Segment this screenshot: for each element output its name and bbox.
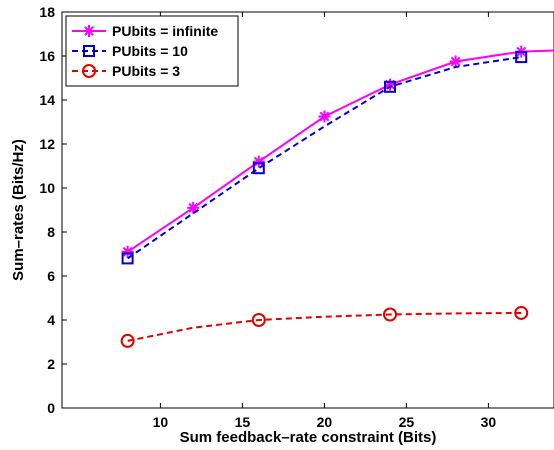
x-axis-title: Sum feedback–rate constraint (Bits) <box>180 429 437 446</box>
series-0-point <box>252 155 265 168</box>
x-tick-label: 10 <box>153 414 169 430</box>
series-2-point <box>120 333 135 348</box>
legend: PUbits = infinite PUbits = 10 PUbits = 3 <box>65 15 239 87</box>
series-2-point <box>514 305 529 320</box>
legend-marker <box>82 64 96 78</box>
y-tick-label: 8 <box>47 224 55 240</box>
series-1-point <box>384 80 396 93</box>
series-0-point <box>187 201 200 214</box>
series-0-point <box>449 55 462 68</box>
y-tick-label: 10 <box>39 180 55 196</box>
series-2 <box>120 305 529 348</box>
legend-label: PUbits = infinite <box>112 23 218 39</box>
y-tick-label: 0 <box>47 400 55 416</box>
series-layer <box>120 45 554 348</box>
axis-ticks: 10 15 20 25 30 0 2 4 6 8 10 12 14 16 18 <box>39 4 496 430</box>
series-2-point <box>251 313 266 327</box>
y-axis-title: Sum–rates (Bits/Hz) <box>10 139 27 281</box>
series-1-point <box>252 162 265 175</box>
series-2-point <box>383 307 397 322</box>
y-tick-label: 16 <box>39 48 55 64</box>
series-1 <box>121 51 528 265</box>
series-1-point <box>121 252 134 265</box>
y-tick-label: 6 <box>47 268 55 284</box>
legend-marker <box>83 25 95 37</box>
y-tick-label: 18 <box>39 4 55 20</box>
x-tick-label: 25 <box>399 414 415 430</box>
legend-label: PUbits = 3 <box>112 63 180 79</box>
y-tick-label: 14 <box>39 92 55 108</box>
x-tick-label: 15 <box>235 414 251 430</box>
series-0-point <box>121 245 134 258</box>
series-1-point <box>515 51 528 64</box>
y-tick-label: 2 <box>47 356 55 372</box>
legend-label: PUbits = 10 <box>112 43 188 59</box>
legend-marker <box>83 45 95 57</box>
series-0-point <box>318 110 331 123</box>
y-tick-label: 4 <box>47 312 55 328</box>
series-0-line <box>127 49 554 253</box>
y-tick-label: 12 <box>39 136 55 152</box>
x-tick-label: 20 <box>317 414 333 430</box>
x-tick-label: 30 <box>481 414 497 430</box>
series-1-line <box>127 56 522 260</box>
